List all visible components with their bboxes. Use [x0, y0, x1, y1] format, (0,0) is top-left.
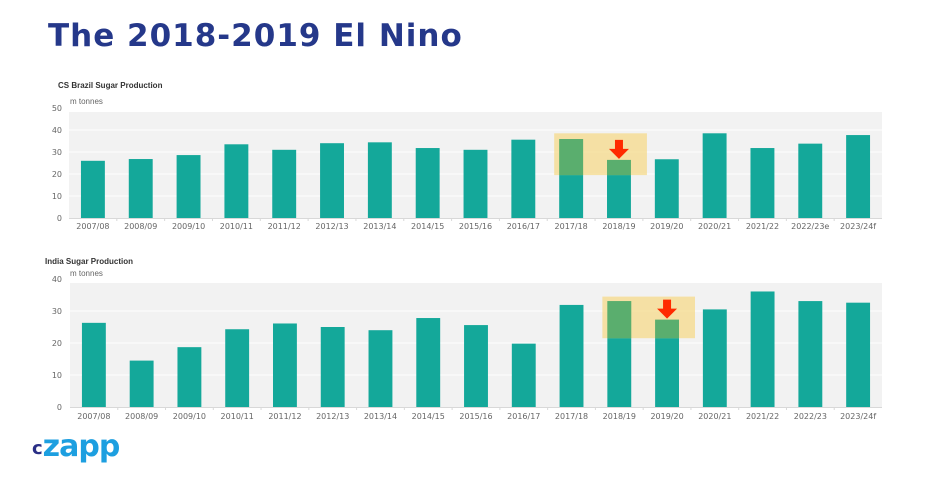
- brazil-unit-label: m tonnes: [70, 97, 103, 106]
- brazil-bar: [798, 143, 823, 218]
- india-chart-title: India Sugar Production: [45, 257, 134, 266]
- brazil-x-tick-label: 2022/23e: [791, 222, 829, 231]
- brazil-x-tick-label: 2013/14: [363, 222, 396, 231]
- brazil-x-tick-label: 2019/20: [650, 222, 683, 231]
- brazil-x-tick-label: 2012/13: [315, 222, 348, 231]
- brazil-down-arrow-icon: [608, 139, 629, 159]
- brazil-bar: [80, 160, 105, 218]
- brazil-x-tick-label: 2016/17: [507, 222, 540, 231]
- brazil-x-tick-label: 2018/19: [602, 222, 635, 231]
- brazil-bar: [272, 149, 297, 218]
- brazil-x-tick-label: 2021/22: [746, 222, 779, 231]
- logo-text: zapp: [42, 429, 121, 464]
- brazil-bar: [846, 135, 871, 218]
- brazil-x-tick-label: 2020/21: [698, 222, 731, 231]
- brazil-bar: [320, 143, 344, 218]
- brazil-x-tick-label: 2017/18: [555, 222, 588, 231]
- brazil-bar: [654, 159, 679, 218]
- brazil-highlighted-bar: [559, 139, 584, 176]
- brazil-bar: [224, 144, 249, 218]
- brazil-x-tick-label: 2009/10: [172, 222, 205, 231]
- brazil-y-tick-label: 50: [52, 104, 62, 113]
- brazil-bar: [702, 133, 727, 218]
- brazil-chart-title: CS Brazil Sugar Production: [58, 81, 163, 90]
- brazil-y-tick-label: 20: [52, 170, 62, 179]
- brazil-x-tick-label: 2007/08: [76, 222, 109, 231]
- brazil-highlighted-bar: [607, 159, 631, 176]
- india-unit-label: m tonnes: [70, 269, 103, 278]
- brazil-x-tick-label: 2011/12: [268, 222, 301, 231]
- brazil-bar: [463, 149, 488, 218]
- brazil-bar: [511, 139, 536, 218]
- brazil-bar: [367, 142, 392, 218]
- logo-prefix: c: [32, 438, 43, 459]
- brazil-x-tick-label: 2014/15: [411, 222, 444, 231]
- czapp-logo: czapp: [32, 429, 121, 464]
- brazil-y-tick-label: 10: [52, 192, 62, 201]
- brazil-bar: [176, 155, 201, 218]
- brazil-x-tick-label: 2023/24f: [840, 222, 876, 231]
- brazil-bar: [750, 148, 775, 218]
- brazil-y-tick-label: 30: [52, 148, 62, 157]
- brazil-x-tick-label: 2008/09: [124, 222, 157, 231]
- brazil-x-tick-label: 2015/16: [459, 222, 492, 231]
- brazil-x-tick-label: 2010/11: [220, 222, 253, 231]
- brazil-bar: [128, 159, 153, 218]
- brazil-y-tick-label: 40: [52, 126, 62, 135]
- brazil-bar: [415, 148, 440, 218]
- brazil-y-tick-label: 0: [57, 214, 62, 223]
- page-title: The 2018-2019 El Nino: [48, 18, 463, 54]
